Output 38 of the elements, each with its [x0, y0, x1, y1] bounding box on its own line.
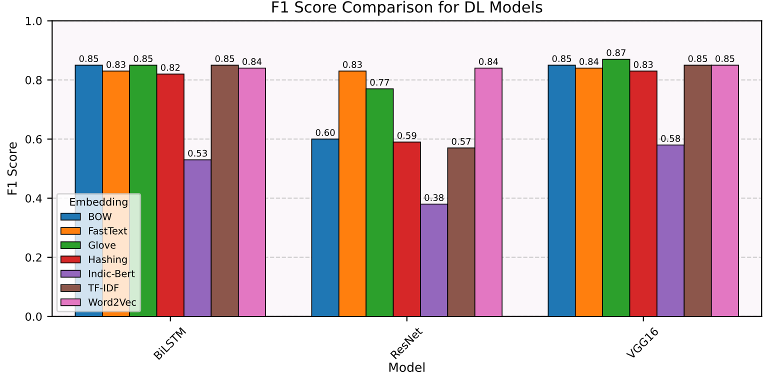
data-label: 0.58 [661, 135, 680, 142]
data-label: 0.85 [215, 55, 234, 62]
chart-title: F1 Score Comparison for DL Models [272, 0, 542, 16]
y-tick-label: 0.6 [25, 135, 42, 144]
data-label: 0.85 [688, 55, 708, 62]
y-tick-label: 0.8 [25, 76, 42, 84]
data-label: 0.85 [716, 55, 734, 62]
data-label: 0.84 [580, 58, 599, 66]
legend-label: Glove [88, 241, 116, 249]
data-label: 0.53 [188, 150, 207, 157]
data-label: 0.85 [79, 55, 98, 62]
data-label: 0.38 [424, 194, 444, 201]
y-tick-label: 0.4 [25, 194, 42, 203]
legend-label: TF-IDF [88, 284, 119, 292]
legend-label: Hashing [89, 255, 127, 265]
data-label: 0.87 [606, 49, 626, 56]
data-label: 0.85 [552, 55, 572, 62]
data-label: 0.77 [370, 78, 389, 86]
data-label: 0.85 [134, 55, 152, 62]
x-axis-title: Model [389, 362, 424, 372]
data-label: 0.83 [106, 61, 126, 68]
legend-label: Word2Vec [88, 298, 136, 306]
legend-label: BOW [89, 212, 112, 220]
data-label: 0.83 [343, 61, 362, 68]
legend-label: FastText [89, 227, 128, 234]
data-label: 0.57 [452, 138, 471, 145]
data-label: 0.59 [397, 132, 416, 139]
data-label: 0.82 [160, 64, 180, 71]
legend-title: Embedding [70, 198, 128, 208]
data-label: 0.84 [242, 58, 262, 66]
y-axis-title: F1 Score [7, 142, 17, 194]
y-tick-label: 1.0 [26, 16, 42, 26]
y-tick-label: 0.0 [25, 312, 42, 321]
data-label: 0.60 [316, 129, 335, 136]
data-label: 0.84 [479, 58, 498, 66]
data-label: 0.83 [634, 61, 653, 68]
y-tick-label: 0.2 [25, 253, 42, 262]
legend-label: Indic-Bert [89, 270, 135, 278]
